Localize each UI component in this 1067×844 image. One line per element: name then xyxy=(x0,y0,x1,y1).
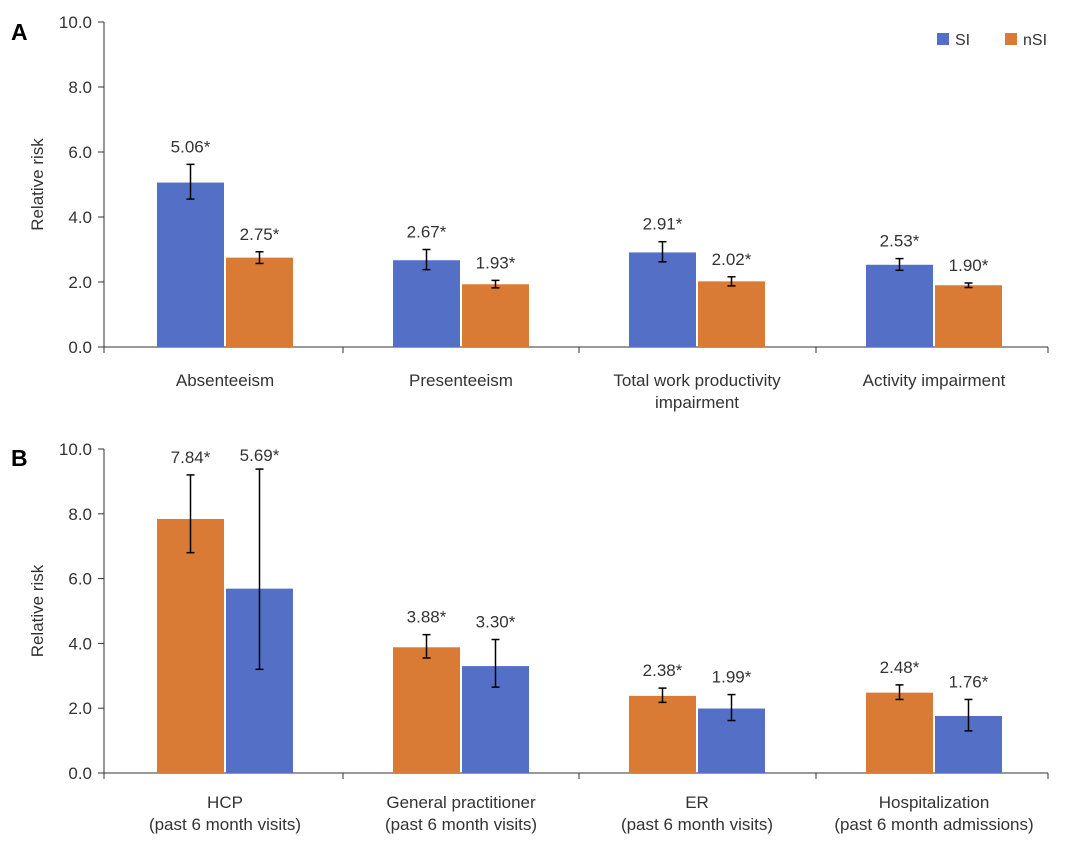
data-label: 2.53* xyxy=(880,232,920,251)
bar xyxy=(157,518,224,773)
data-label: 5.69* xyxy=(240,446,280,465)
x-tick-label: (past 6 month visits) xyxy=(621,815,773,834)
bar xyxy=(866,692,933,773)
data-label: 1.76* xyxy=(949,672,989,691)
y-axis-title: Relative risk xyxy=(28,564,47,657)
legend-label: SI xyxy=(955,32,970,49)
y-tick-label: 2.0 xyxy=(68,699,92,718)
bar xyxy=(393,260,460,347)
x-tick-label: Activity impairment xyxy=(863,371,1006,390)
y-tick-label: 0.0 xyxy=(68,764,92,783)
data-label: 3.88* xyxy=(407,608,447,627)
legend-label: nSI xyxy=(1023,32,1047,49)
x-tick-label: ER xyxy=(685,793,709,812)
x-tick-label: (past 6 month admissions) xyxy=(834,815,1033,834)
y-tick-label: 10.0 xyxy=(59,13,92,32)
bar xyxy=(393,647,460,773)
x-tick-label: Total work productivity xyxy=(613,371,781,390)
y-tick-label: 2.0 xyxy=(68,273,92,292)
y-tick-label: 6.0 xyxy=(68,143,92,162)
data-label: 2.75* xyxy=(240,225,280,244)
bar xyxy=(629,695,696,773)
panel-label: A xyxy=(11,19,28,45)
data-label: 2.02* xyxy=(712,250,752,269)
x-tick-label: Absenteeism xyxy=(176,371,274,390)
bar xyxy=(226,257,293,347)
data-label: 2.48* xyxy=(880,658,920,677)
y-tick-label: 8.0 xyxy=(68,78,92,97)
panel-label: B xyxy=(11,445,28,471)
data-label: 2.91* xyxy=(643,215,683,234)
x-tick-label: (past 6 month visits) xyxy=(385,815,537,834)
bar xyxy=(866,264,933,347)
bar xyxy=(698,281,765,347)
y-tick-label: 10.0 xyxy=(59,440,92,459)
legend-swatch xyxy=(937,33,949,45)
x-tick-label: impairment xyxy=(655,393,739,412)
legend-swatch xyxy=(1005,33,1017,45)
data-label: 1.93* xyxy=(476,253,516,272)
data-label: 5.06* xyxy=(171,137,211,156)
y-tick-label: 0.0 xyxy=(68,338,92,357)
data-label: 1.99* xyxy=(712,668,752,687)
bar xyxy=(157,182,224,347)
x-tick-label: HCP xyxy=(207,793,243,812)
bar xyxy=(935,285,1002,347)
bar xyxy=(462,284,529,347)
x-tick-label: (past 6 month visits) xyxy=(149,815,301,834)
bar xyxy=(629,252,696,347)
y-tick-label: 4.0 xyxy=(68,634,92,653)
y-axis-title: Relative risk xyxy=(28,138,47,231)
data-label: 1.90* xyxy=(949,256,989,275)
data-label: 2.67* xyxy=(407,223,447,242)
y-tick-label: 8.0 xyxy=(68,505,92,524)
data-label: 3.30* xyxy=(476,613,516,632)
y-tick-label: 6.0 xyxy=(68,570,92,589)
x-tick-label: Hospitalization xyxy=(879,793,990,812)
x-tick-label: General practitioner xyxy=(386,793,536,812)
data-label: 2.38* xyxy=(643,661,683,680)
data-label: 7.84* xyxy=(171,448,211,467)
x-tick-label: Presenteeism xyxy=(409,371,513,390)
y-tick-label: 4.0 xyxy=(68,208,92,227)
